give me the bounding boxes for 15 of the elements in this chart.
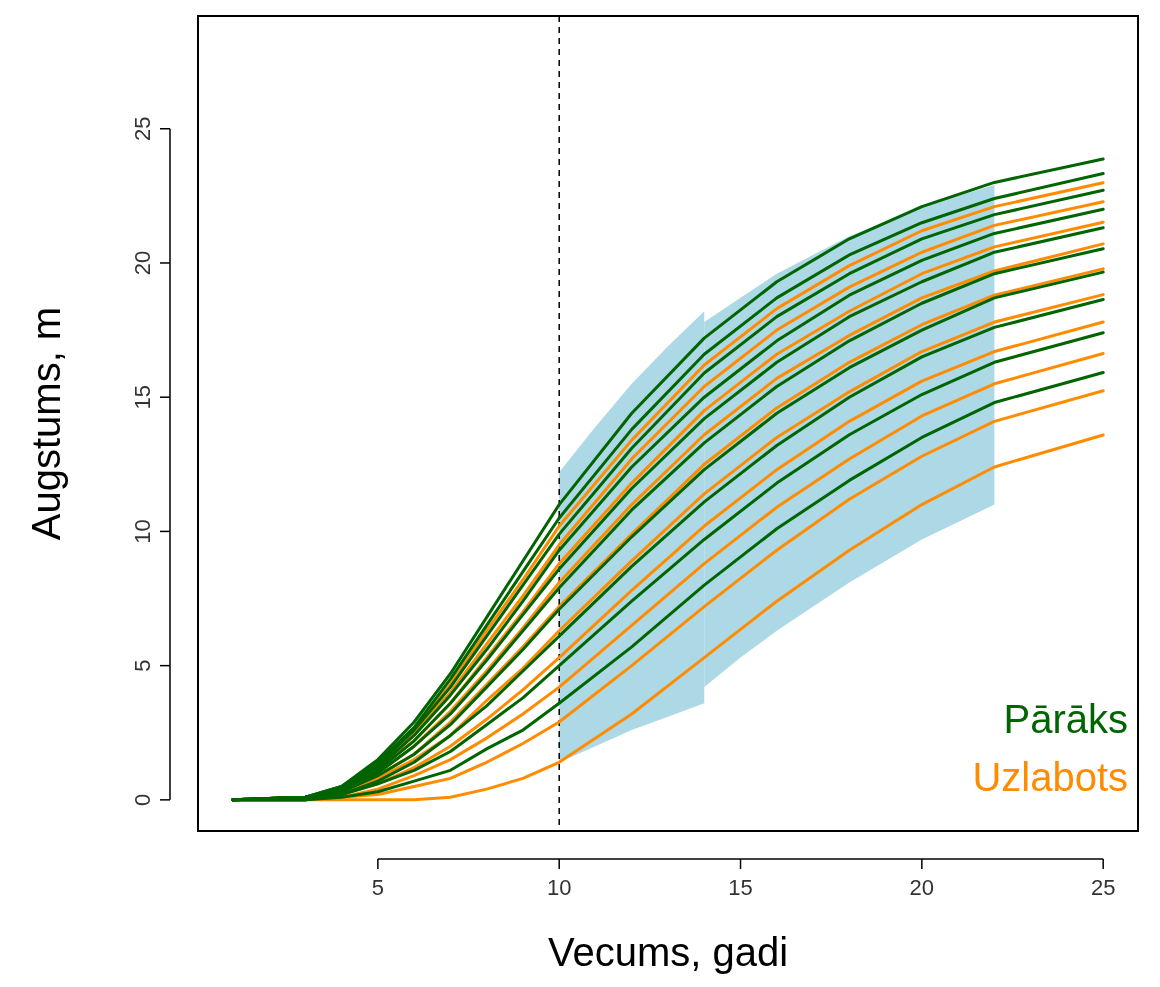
x-tick-label: 25 xyxy=(1090,875,1116,900)
x-tick-label: 20 xyxy=(909,875,935,900)
x-tick-label: 5 xyxy=(371,875,384,900)
y-tick-label: 5 xyxy=(130,659,155,672)
x-tick-label: 10 xyxy=(546,875,572,900)
y-tick-label: 25 xyxy=(130,116,155,141)
x-axis-title: Vecums, gadi xyxy=(547,930,789,974)
text: Uzlabots xyxy=(972,755,1128,799)
y-tick-label: 0 xyxy=(130,793,155,806)
x-tick-label: 15 xyxy=(728,875,753,900)
y-tick-label: 10 xyxy=(130,519,155,544)
y-axis-title: Augstums, m xyxy=(24,306,68,541)
y-tick-label: 20 xyxy=(130,250,155,276)
y-tick-label: 15 xyxy=(130,384,155,410)
text: Pārāks xyxy=(1003,697,1128,741)
